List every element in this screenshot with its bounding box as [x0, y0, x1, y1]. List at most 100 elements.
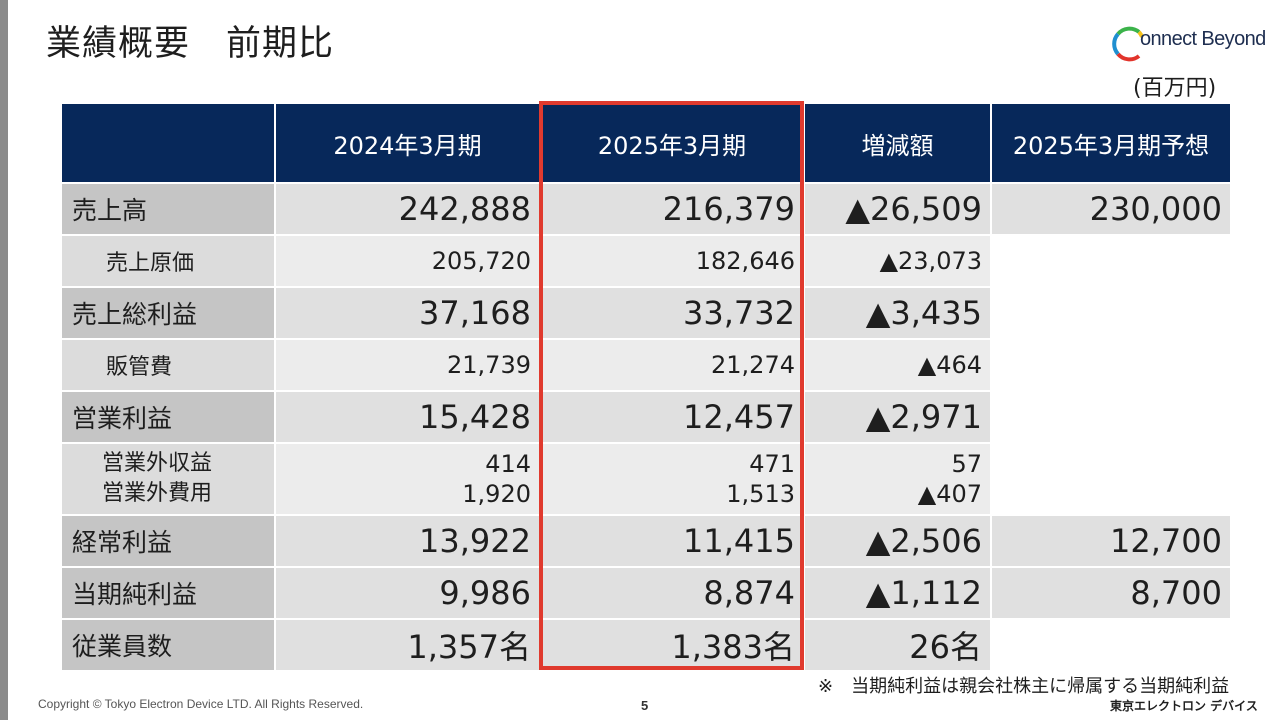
- header-change: 増減額: [805, 104, 990, 182]
- value-change: ▲1,112: [805, 568, 990, 618]
- value-text: 12,457: [683, 398, 795, 436]
- value-text: 242,888: [398, 190, 531, 228]
- row-label: 営業外収益営業外費用: [62, 444, 274, 514]
- row-label-text: 従業員数: [72, 632, 173, 661]
- value-text: 9,986: [439, 574, 531, 612]
- value-fy2025: 33,732: [541, 288, 803, 338]
- row-label-text: 売上高: [72, 196, 148, 225]
- row-label: 売上総利益: [62, 288, 274, 338]
- row-label-text: 販管費: [106, 355, 173, 380]
- row-label-text: 売上総利益: [72, 300, 198, 329]
- row-label-text: 経常利益: [72, 528, 173, 557]
- row-label: 営業利益: [62, 392, 274, 442]
- value-text: 230,000: [1089, 190, 1222, 228]
- value-text: 1,383名: [671, 628, 795, 666]
- row-label: 売上高: [62, 184, 274, 234]
- value-fy2025: 12,457: [541, 392, 803, 442]
- value-text-2: ▲407: [917, 480, 982, 508]
- value-forecast: 12,700: [992, 516, 1230, 566]
- value-change: 57 ▲407: [805, 444, 990, 514]
- value-fy2024: 37,168: [276, 288, 539, 338]
- value-change: 26名: [805, 620, 990, 670]
- value-text: 471: [749, 450, 795, 478]
- header-label: 2025年3月期予想: [1012, 131, 1210, 160]
- value-text: 216,379: [662, 190, 795, 228]
- value-change: ▲3,435: [805, 288, 990, 338]
- row-label-text: 当期純利益: [72, 580, 198, 609]
- financial-summary-table: 2024年3月期 2025年3月期 増減額 2025年3月期予想売上高 242,888 2…: [62, 104, 1230, 670]
- value-text: 21,274: [711, 351, 795, 379]
- header-fy2025: 2025年3月期: [541, 104, 803, 182]
- value-fy2025: 216,379: [541, 184, 803, 234]
- row-label-text: 売上原価: [106, 251, 195, 276]
- value-change: ▲23,073: [805, 236, 990, 286]
- connect-beyond-logo: onnect Beyond: [1112, 22, 1266, 66]
- value-text: 37,168: [419, 294, 531, 332]
- value-text: ▲23,073: [879, 247, 982, 275]
- value-fy2025: 21,274: [541, 340, 803, 390]
- header-label: 2025年3月期: [597, 131, 747, 160]
- value-text: 57: [951, 450, 982, 478]
- value-text: 8,874: [703, 574, 795, 612]
- value-fy2024: 15,428: [276, 392, 539, 442]
- unit-label: (百万円): [1133, 76, 1217, 101]
- value-text: 1,357名: [407, 628, 531, 666]
- value-change: ▲2,506: [805, 516, 990, 566]
- row-label: 経常利益: [62, 516, 274, 566]
- value-fy2025: 471 1,513: [541, 444, 803, 514]
- header-forecast: 2025年3月期予想: [992, 104, 1230, 182]
- value-text: 11,415: [683, 522, 795, 560]
- footnote: ※ 当期純利益は親会社株主に帰属する当期純利益: [818, 676, 1230, 697]
- value-text: 15,428: [419, 398, 531, 436]
- value-fy2024: 414 1,920: [276, 444, 539, 514]
- slide-title: 業績概要 前期比: [46, 24, 335, 64]
- value-text: 21,739: [447, 351, 531, 379]
- value-fy2024: 242,888: [276, 184, 539, 234]
- row-label-text-2: 営業外費用: [102, 481, 213, 506]
- value-forecast: 8,700: [992, 568, 1230, 618]
- value-text: 12,700: [1110, 522, 1222, 560]
- copyright: Copyright © Tokyo Electron Device LTD. A…: [38, 697, 364, 711]
- value-change: ▲26,509: [805, 184, 990, 234]
- value-text: 8,700: [1130, 574, 1222, 612]
- page-number: 5: [641, 698, 649, 713]
- left-accent-bar: [0, 0, 8, 720]
- value-fy2024: 9,986: [276, 568, 539, 618]
- row-label: 当期純利益: [62, 568, 274, 618]
- value-text: 33,732: [683, 294, 795, 332]
- value-fy2025: 11,415: [541, 516, 803, 566]
- value-fy2024: 205,720: [276, 236, 539, 286]
- value-fy2025: 182,646: [541, 236, 803, 286]
- company-name: 東京エレクトロン デバイス: [1110, 699, 1258, 713]
- value-fy2025: 8,874: [541, 568, 803, 618]
- header-label: 増減額: [861, 131, 934, 160]
- value-fy2025: 1,383名: [541, 620, 803, 670]
- value-forecast: 230,000: [992, 184, 1230, 234]
- row-label-text: 営業利益: [72, 404, 173, 433]
- value-change: ▲464: [805, 340, 990, 390]
- logo-ring-icon: [1112, 26, 1144, 62]
- value-text: ▲26,509: [845, 190, 982, 228]
- value-text: ▲1,112: [865, 574, 982, 612]
- value-text-2: 1,513: [726, 480, 795, 508]
- row-label: 従業員数: [62, 620, 274, 670]
- value-text: ▲2,506: [865, 522, 982, 560]
- value-fy2024: 21,739: [276, 340, 539, 390]
- value-fy2024: 13,922: [276, 516, 539, 566]
- row-label-text: 営業外収益: [102, 451, 213, 476]
- row-label: 売上原価: [62, 236, 274, 286]
- value-text: ▲464: [917, 351, 982, 379]
- value-text: 414: [485, 450, 531, 478]
- header-blank: [62, 104, 274, 182]
- value-text: 182,646: [695, 247, 795, 275]
- header-label: 2024年3月期: [333, 131, 482, 160]
- logo-text: onnect Beyond: [1140, 28, 1266, 50]
- row-label: 販管費: [62, 340, 274, 390]
- header-fy2024: 2024年3月期: [276, 104, 539, 182]
- value-text: ▲3,435: [865, 294, 982, 332]
- value-text: 26名: [909, 628, 982, 666]
- value-text: 13,922: [419, 522, 531, 560]
- value-text: ▲2,971: [865, 398, 982, 436]
- value-text-2: 1,920: [462, 480, 531, 508]
- value-text: 205,720: [431, 247, 531, 275]
